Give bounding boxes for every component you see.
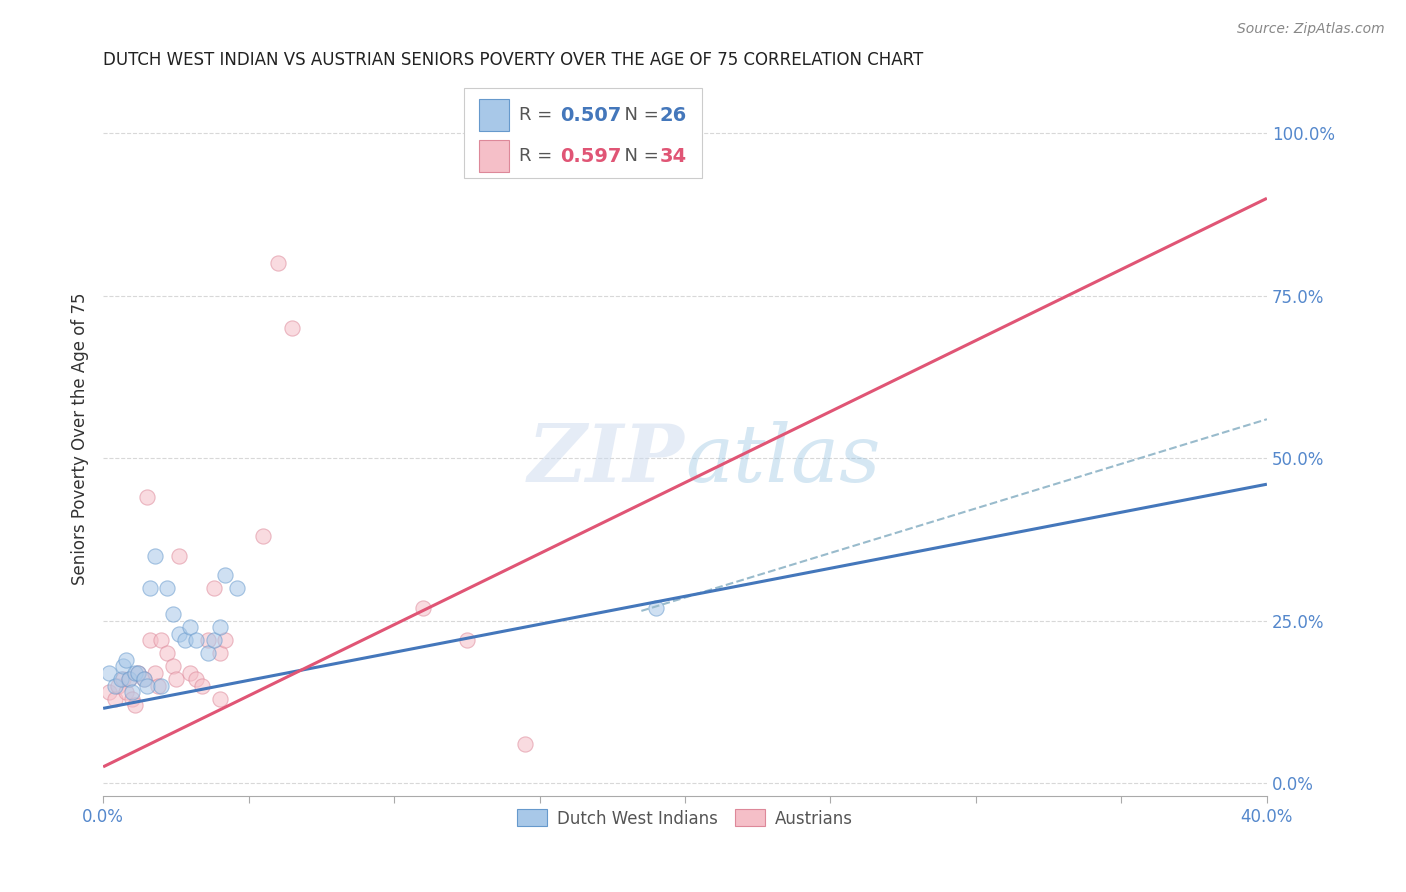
Point — [162, 607, 184, 622]
Text: atlas: atlas — [685, 421, 880, 499]
Point — [148, 679, 170, 693]
Point — [115, 685, 138, 699]
Point — [252, 529, 274, 543]
Point — [97, 665, 120, 680]
Point — [162, 659, 184, 673]
Text: 34: 34 — [659, 146, 686, 166]
Point — [214, 568, 236, 582]
Point — [138, 633, 160, 648]
Point — [124, 665, 146, 680]
Text: ZIP: ZIP — [529, 421, 685, 499]
Point — [104, 691, 127, 706]
Point — [412, 600, 434, 615]
Point — [110, 672, 132, 686]
Point — [156, 646, 179, 660]
Point — [197, 633, 219, 648]
Point — [115, 653, 138, 667]
FancyBboxPatch shape — [464, 88, 703, 178]
Point — [150, 633, 173, 648]
Point — [208, 646, 231, 660]
Point — [267, 256, 290, 270]
Point — [118, 672, 141, 686]
Point — [121, 685, 143, 699]
Text: N =: N = — [613, 106, 665, 124]
Point — [97, 685, 120, 699]
Point — [167, 549, 190, 563]
Point — [214, 633, 236, 648]
Point — [226, 581, 249, 595]
Text: DUTCH WEST INDIAN VS AUSTRIAN SENIORS POVERTY OVER THE AGE OF 75 CORRELATION CHA: DUTCH WEST INDIAN VS AUSTRIAN SENIORS PO… — [103, 51, 924, 69]
Point — [167, 626, 190, 640]
Point — [173, 633, 195, 648]
Text: N =: N = — [613, 147, 665, 165]
Point — [456, 633, 478, 648]
Point — [145, 665, 167, 680]
Text: R =: R = — [519, 147, 558, 165]
Point — [112, 659, 135, 673]
Point — [557, 126, 579, 140]
Point — [132, 672, 155, 686]
Point — [121, 691, 143, 706]
Point — [186, 672, 208, 686]
Point — [645, 600, 668, 615]
Text: 0.507: 0.507 — [561, 105, 621, 125]
Point — [135, 679, 157, 693]
Text: Source: ZipAtlas.com: Source: ZipAtlas.com — [1237, 22, 1385, 37]
Text: R =: R = — [519, 106, 558, 124]
Point — [127, 665, 149, 680]
Point — [135, 490, 157, 504]
Point — [132, 672, 155, 686]
Point — [513, 737, 536, 751]
Point — [127, 665, 149, 680]
Point — [197, 646, 219, 660]
Point — [150, 679, 173, 693]
FancyBboxPatch shape — [479, 99, 509, 131]
Point — [145, 549, 167, 563]
Point — [107, 679, 129, 693]
Legend: Dutch West Indians, Austrians: Dutch West Indians, Austrians — [510, 803, 859, 834]
Point — [208, 691, 231, 706]
Point — [124, 698, 146, 712]
Point — [191, 679, 214, 693]
Text: 26: 26 — [659, 105, 686, 125]
Point — [179, 620, 201, 634]
Point — [138, 581, 160, 595]
Text: 0.597: 0.597 — [561, 146, 621, 166]
Point — [179, 665, 201, 680]
FancyBboxPatch shape — [479, 140, 509, 172]
Y-axis label: Seniors Poverty Over the Age of 75: Seniors Poverty Over the Age of 75 — [72, 293, 89, 585]
Point — [112, 672, 135, 686]
Point — [165, 672, 187, 686]
Point — [156, 581, 179, 595]
Point — [104, 679, 127, 693]
Point — [118, 672, 141, 686]
Point — [281, 321, 304, 335]
Point — [208, 620, 231, 634]
Point — [202, 633, 225, 648]
Point — [186, 633, 208, 648]
Point — [202, 581, 225, 595]
